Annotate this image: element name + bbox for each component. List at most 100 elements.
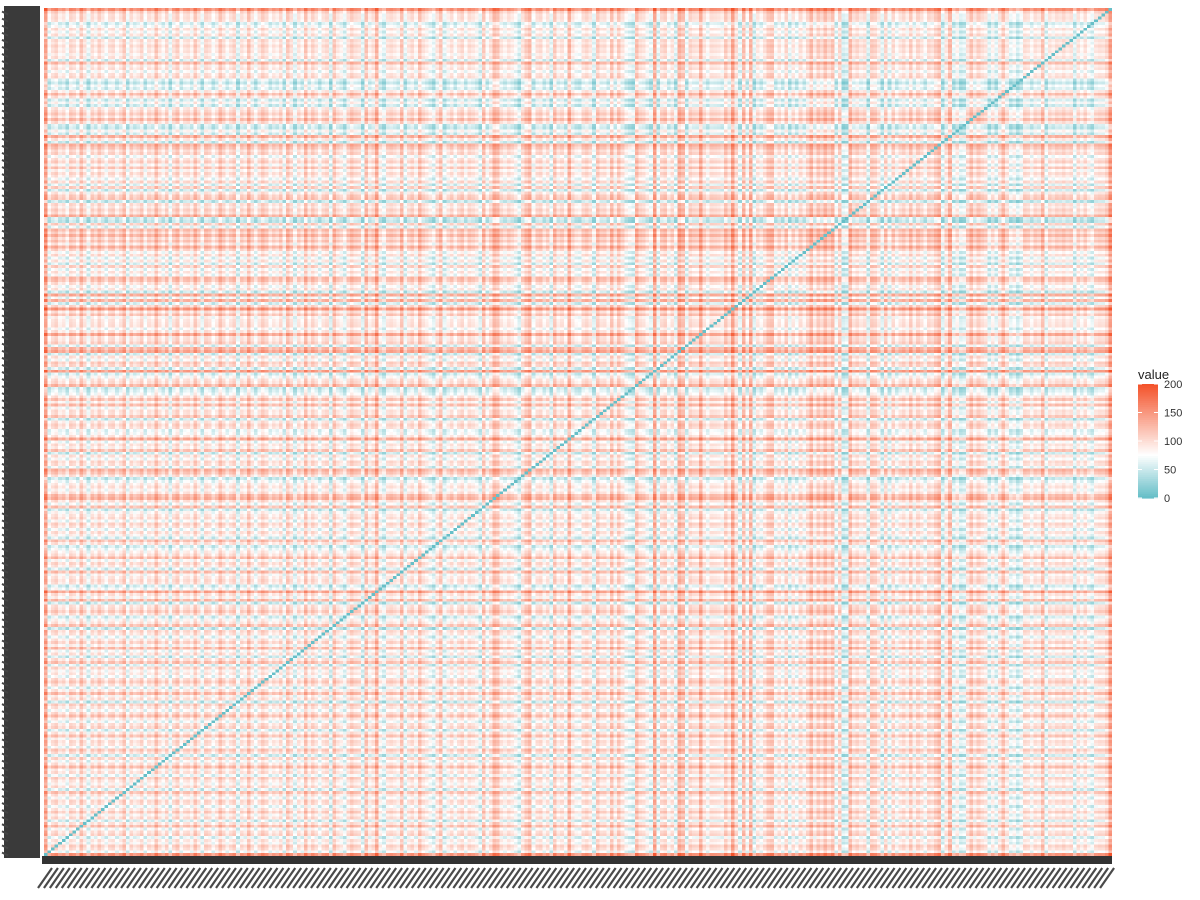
x-tick-label (879, 867, 896, 889)
x-tick-label (1081, 867, 1098, 889)
y-tick-label (1, 632, 9, 638)
y-tick-label-block (4, 6, 40, 858)
x-tick-label (440, 867, 457, 889)
y-tick-label (1, 123, 9, 129)
y-tick-label (1, 639, 9, 645)
y-tick-label (1, 809, 9, 814)
y-tick-label (1, 194, 9, 200)
x-tick-label (974, 867, 991, 889)
x-tick-label (470, 867, 487, 889)
x-tick-label (571, 867, 587, 889)
x-tick-label (719, 867, 736, 889)
legend-tick-label: 100 (1164, 436, 1182, 448)
x-tick-label (464, 867, 481, 889)
x-tick-label (944, 867, 961, 889)
x-tick-label (1033, 867, 1050, 889)
x-tick-label (66, 867, 83, 889)
y-tick-label (1, 215, 9, 221)
legend-color-step (1138, 488, 1158, 491)
x-tick-label (938, 867, 955, 889)
y-tick-label (1, 144, 9, 150)
y-tick-label (1, 547, 9, 553)
x-tick-label (1027, 867, 1044, 889)
y-tick-label (1, 314, 9, 320)
x-tick-label (96, 867, 113, 889)
x-tick-label (209, 867, 225, 889)
x-tick-label (784, 867, 801, 889)
x-tick-label (654, 867, 670, 889)
legend-color-step (1138, 461, 1158, 465)
x-tick-label (327, 867, 344, 889)
legend-color-step (1138, 460, 1158, 463)
x-tick-label (660, 867, 676, 889)
x-tick-label (1087, 867, 1104, 889)
y-tick-label (1, 17, 9, 23)
legend-color-step (1138, 469, 1158, 472)
y-tick-label (1, 568, 9, 574)
x-tick-label (339, 867, 356, 889)
y-tick-label (1, 130, 9, 136)
legend-color-step (1138, 387, 1158, 391)
x-tick-label (363, 867, 380, 889)
y-tick-label (1, 484, 9, 489)
x-tick-label (749, 867, 765, 889)
y-tick-label (1, 773, 9, 779)
y-tick-label (1, 455, 9, 461)
legend-colorbar (1138, 384, 1158, 499)
legend-color-step (1138, 389, 1158, 393)
x-tick-label (630, 867, 647, 889)
x-tick-label (618, 867, 635, 889)
x-tick-label (766, 867, 783, 889)
y-tick-label (1, 399, 9, 405)
x-tick-label (986, 867, 1003, 889)
x-tick-label (624, 867, 641, 889)
y-tick-label (1, 222, 9, 228)
y-tick-label (1, 625, 9, 631)
y-tick-label (1, 724, 9, 730)
y-tick-label (1, 300, 9, 306)
legend-color-step (1138, 479, 1158, 482)
x-tick-label (1016, 867, 1032, 889)
legend-color-step (1138, 410, 1158, 414)
x-tick-label (565, 867, 581, 889)
legend-tick-label: 0 (1164, 493, 1170, 505)
x-tick-label (458, 867, 475, 889)
y-tick-label (1, 469, 9, 475)
x-tick-label (292, 867, 309, 889)
legend-color-step (1138, 477, 1158, 480)
y-tick-label (1, 526, 9, 532)
x-tick-label (1075, 867, 1092, 889)
x-tick-label (149, 867, 166, 889)
x-tick-label (232, 867, 249, 889)
y-tick-label (1, 766, 9, 772)
y-tick-label (1, 406, 9, 412)
x-tick-label (897, 867, 914, 889)
x-tick-label (980, 867, 997, 889)
x-tick-label (1010, 867, 1026, 889)
y-tick-label (1, 597, 9, 602)
x-tick-label (861, 867, 878, 889)
y-tick-label (1, 95, 9, 101)
legend-color-step (1138, 404, 1158, 408)
y-tick-label (1, 321, 9, 327)
x-tick-label (772, 867, 789, 889)
y-tick-label (1, 787, 9, 793)
legend-color-step (1138, 486, 1158, 490)
legend-color-step (1138, 484, 1158, 488)
y-tick-label (1, 795, 9, 800)
legend-color-step (1138, 492, 1158, 495)
y-tick-label (1, 265, 9, 270)
legend-color-step (1138, 395, 1158, 398)
x-tick-label (666, 867, 682, 889)
y-tick-label (1, 137, 9, 143)
y-tick-label (1, 173, 9, 178)
legend-color-step (1138, 444, 1158, 448)
x-tick-label (885, 867, 902, 889)
y-tick-label (1, 363, 9, 369)
y-tick-label (1, 448, 9, 454)
x-tick-label (707, 867, 724, 889)
y-tick-label (1, 371, 9, 376)
x-tick-label (1057, 867, 1074, 889)
y-tick-label (1, 10, 9, 16)
y-tick-label (1, 696, 9, 701)
